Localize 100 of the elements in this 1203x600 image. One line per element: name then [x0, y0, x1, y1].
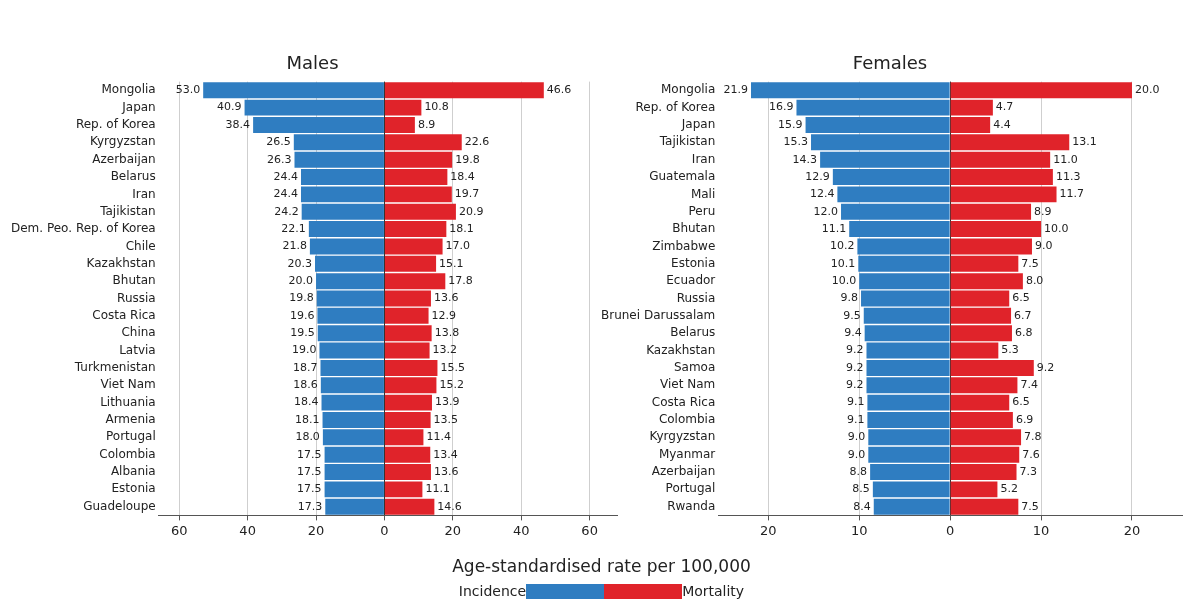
data-label: 9.2 [845, 378, 864, 392]
data-label: 19.6 [289, 308, 315, 322]
y-tick-label: Mongolia [660, 82, 716, 97]
y-tick-label: Russia [676, 290, 716, 305]
data-label: 5.2 [1000, 482, 1018, 496]
data-label: 19.8 [289, 291, 314, 305]
data-label: 5.3 [1001, 343, 1019, 357]
y-tick-label: Portugal [106, 429, 156, 444]
data-label: 17.5 [297, 482, 322, 496]
x-tick-label: 60 [581, 522, 598, 538]
y-tick-label: Estonia [671, 255, 716, 270]
data-label: 9.1 [846, 395, 865, 409]
data-label: 9.1 [846, 412, 865, 426]
data-label: 20.0 [1134, 83, 1160, 97]
data-label: 9.2 [845, 360, 864, 374]
chart-title: Females [852, 52, 928, 74]
data-label: 53.0 [175, 83, 201, 97]
data-label: 16.9 [768, 100, 794, 114]
bar [384, 498, 435, 515]
data-label: 19.7 [454, 187, 480, 201]
data-label: 10.8 [424, 100, 449, 114]
data-label: 9.4 [844, 326, 862, 340]
data-label: 20.0 [288, 274, 314, 288]
bar [384, 290, 431, 307]
data-label: 4.7 [995, 100, 1014, 114]
x-tick-label: 20 [1123, 522, 1141, 538]
y-tick-label: Chile [125, 238, 156, 253]
data-label: 18.7 [292, 360, 318, 374]
y-tick-label: Kazakhstan [86, 255, 156, 270]
bar [316, 290, 384, 307]
data-label: 20.9 [458, 204, 484, 218]
data-label: 12.0 [813, 204, 839, 218]
bar [950, 290, 1010, 307]
data-label: 19.5 [290, 326, 315, 340]
data-label: 11.4 [426, 430, 451, 444]
data-label: 8.4 [853, 499, 871, 513]
y-tick-label: Costa Rica [92, 307, 156, 322]
data-label: 10.0 [1044, 221, 1069, 235]
data-label: 9.8 [840, 291, 859, 305]
y-tick-label: Viet Nam [660, 377, 716, 392]
data-label: 26.5 [266, 135, 291, 149]
y-tick-label: Peru [688, 203, 716, 218]
x-tick-label: 40 [512, 522, 530, 538]
data-label: 8.9 [1034, 204, 1052, 218]
data-label: 18.1 [449, 221, 474, 235]
y-tick-label: Guatemala [649, 169, 716, 184]
bar [873, 498, 950, 515]
y-tick-label: Turkmenistan [73, 360, 156, 375]
bar [203, 82, 384, 99]
data-label: 40.9 [217, 100, 242, 114]
y-tick-label: Guadeloupe [83, 498, 156, 513]
y-tick-label: Russia [117, 290, 156, 305]
data-label: 17.5 [297, 447, 322, 461]
data-label: 14.6 [437, 499, 462, 513]
y-tick-label: Viet Nam [100, 377, 156, 392]
y-tick-label: Latvia [119, 342, 156, 357]
x-tick-label: 40 [239, 522, 256, 538]
x-tick-label: 0 [380, 522, 389, 538]
y-tick-label: Mali [690, 186, 716, 201]
x-tick-label: 20 [760, 522, 777, 538]
data-label: 7.6 [1022, 447, 1040, 461]
bar [751, 82, 950, 99]
y-tick-label: Dem. Peo. Rep. of Korea [10, 221, 156, 236]
bar [861, 290, 950, 307]
data-label: 15.1 [439, 256, 464, 270]
data-label: 13.6 [433, 464, 459, 478]
data-label: 8.5 [852, 482, 870, 496]
x-tick-label: 20 [307, 522, 325, 538]
data-label: 6.9 [1015, 412, 1034, 426]
data-label: 12.9 [431, 308, 457, 322]
data-label: 10.1 [830, 256, 856, 270]
data-label: 19.0 [291, 343, 317, 357]
data-label: 24.4 [273, 169, 298, 183]
x-tick-label: 60 [170, 522, 188, 538]
chart-title: Males [286, 52, 339, 74]
data-label: 8.9 [417, 117, 436, 131]
y-tick-label: Estonia [111, 481, 156, 496]
data-label: 13.4 [433, 447, 458, 461]
data-label: 11.0 [1053, 152, 1078, 166]
data-label: 13.1 [1072, 135, 1097, 149]
x-tick-label: 20 [444, 522, 462, 538]
y-tick-label: Japan [680, 117, 716, 132]
y-tick-label: Azerbaijan [92, 151, 156, 166]
data-label: 17.3 [297, 499, 323, 513]
x-tick-label: 10 [1032, 522, 1050, 538]
data-label: 17.5 [297, 464, 322, 478]
y-tick-label: Iran [132, 186, 156, 201]
data-label: 10.2 [829, 239, 855, 253]
data-label: 9.0 [847, 430, 866, 444]
y-tick-label: Rep. of Korea [75, 117, 156, 132]
data-label: 6.8 [1014, 326, 1033, 340]
data-label: 24.2 [274, 204, 299, 218]
data-label: 9.0 [847, 447, 866, 461]
data-label: 9.2 [1036, 360, 1055, 374]
data-label: 7.5 [1021, 499, 1039, 513]
data-label: 15.9 [778, 117, 803, 131]
bar [384, 82, 544, 99]
x-axis-title: Age-standardised rate per 100,000 [451, 556, 752, 576]
y-tick-label: Colombia [658, 412, 716, 427]
data-label: 10.0 [831, 274, 857, 288]
